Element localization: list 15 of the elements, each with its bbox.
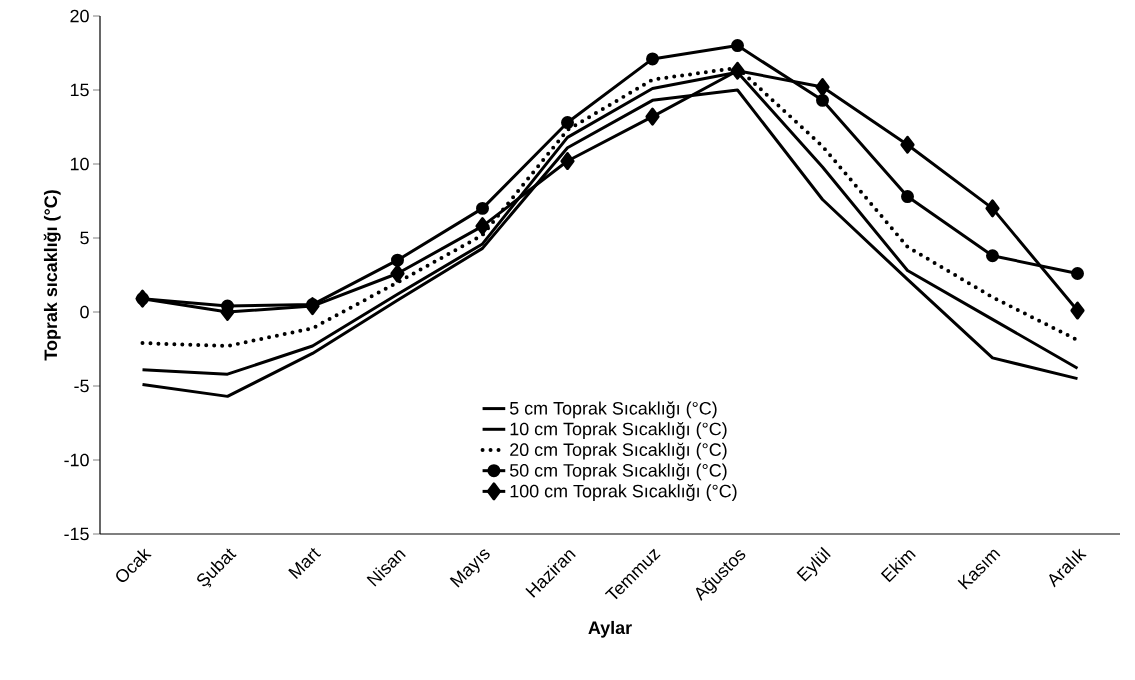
y-tick-label: -15 <box>64 527 89 541</box>
y-axis-title: Toprak sıcaklığı (°C) <box>43 190 61 361</box>
legend-label: 100 cm Toprak Sıcaklığı (°C) <box>510 484 737 501</box>
y-tick-label: 15 <box>70 83 89 97</box>
y-tick-label: 0 <box>80 305 89 319</box>
legend-label: 20 cm Toprak Sıcaklığı (°C) <box>510 442 727 460</box>
x-axis-title: Aylar <box>588 620 632 638</box>
legend-label: 5 cm Toprak Sıcaklığı (°C) <box>509 401 717 419</box>
y-tick-label: 20 <box>70 9 89 23</box>
legend-label: 10 cm Toprak Sıcaklığı (°C) <box>510 421 727 439</box>
y-tick-label: -10 <box>64 453 89 467</box>
legend-label: 50 cm Toprak Sıcaklığı (°C) <box>509 463 727 481</box>
y-tick-label: -5 <box>74 379 89 393</box>
y-tick-label: 5 <box>80 231 89 245</box>
y-tick-label: 10 <box>70 157 89 171</box>
